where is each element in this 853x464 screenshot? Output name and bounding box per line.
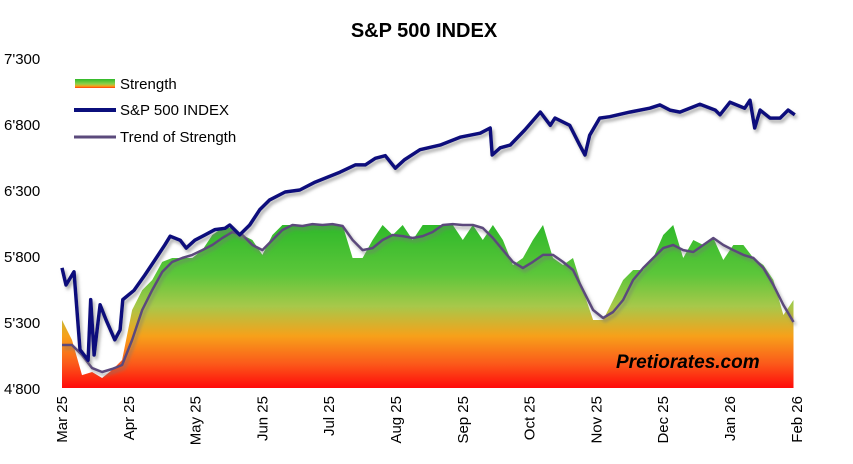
legend-label-sp500: S&P 500 INDEX bbox=[120, 102, 229, 119]
strength-area bbox=[62, 225, 794, 388]
y-tick-label: 5'800 bbox=[4, 249, 40, 266]
y-tick-label: 7'300 bbox=[4, 51, 40, 68]
legend-swatch-strength bbox=[75, 79, 115, 88]
x-tick-label: Feb 26 bbox=[789, 396, 806, 443]
chart-title: S&P 500 INDEX bbox=[351, 20, 498, 42]
y-tick-label: 6'300 bbox=[4, 183, 40, 200]
x-tick-label: Aug 25 bbox=[388, 396, 405, 444]
x-tick-label: May 25 bbox=[188, 396, 205, 445]
legend-label-trend: Trend of Strength bbox=[120, 129, 236, 146]
x-tick-label: Sep 25 bbox=[455, 396, 472, 444]
x-tick-label: Nov 25 bbox=[588, 396, 605, 444]
x-tick-label: Oct 25 bbox=[522, 396, 539, 440]
y-tick-label: 4'800 bbox=[4, 381, 40, 398]
x-tick-label: Dec 25 bbox=[655, 396, 672, 444]
trend-of-strength-line bbox=[62, 222, 795, 374]
y-tick-label: 5'300 bbox=[4, 315, 40, 332]
sp500-line bbox=[60, 98, 796, 363]
legend-label-strength: Strength bbox=[120, 76, 177, 93]
x-tick-label: Apr 25 bbox=[121, 396, 138, 440]
x-tick-label: Jun 25 bbox=[254, 396, 271, 441]
watermark: Pretiorates.com bbox=[616, 352, 760, 373]
y-tick-label: 6'800 bbox=[4, 117, 40, 134]
legend: Strength S&P 500 INDEX Trend of Strength bbox=[74, 76, 236, 146]
x-tick-label: Jan 26 bbox=[722, 396, 739, 441]
x-tick-label: Mar 25 bbox=[54, 396, 71, 443]
x-tick-label: Jul 25 bbox=[321, 396, 338, 436]
